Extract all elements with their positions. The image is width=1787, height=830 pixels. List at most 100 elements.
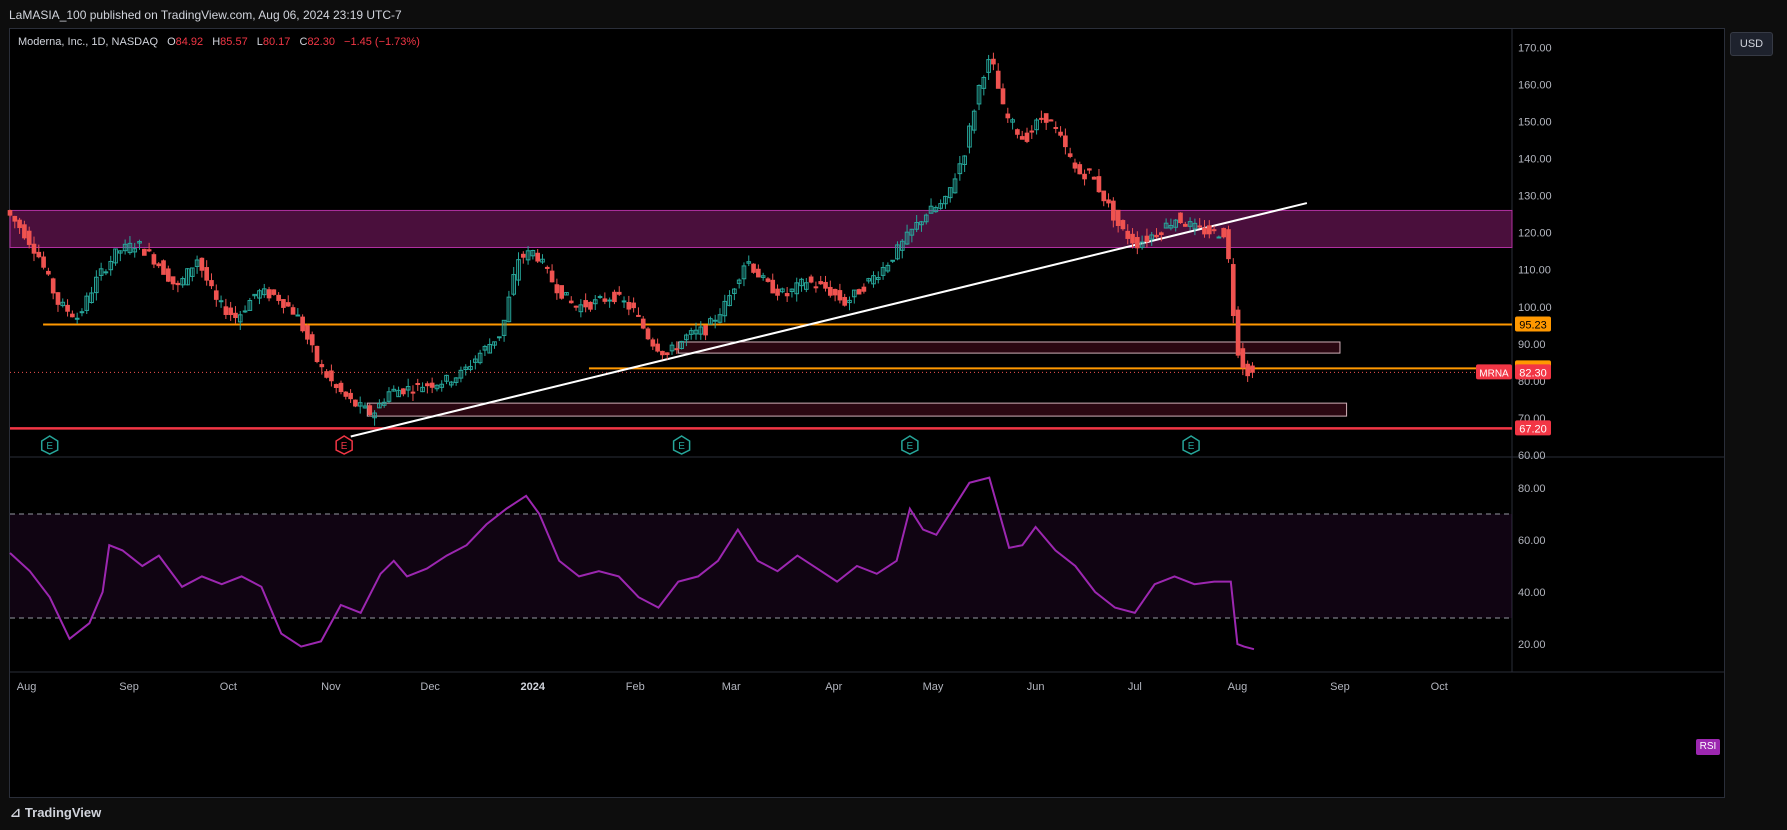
candle-body bbox=[381, 401, 387, 406]
candle-body bbox=[12, 215, 18, 222]
tradingview-logo-icon: ⊿ bbox=[10, 805, 21, 820]
candle-body bbox=[415, 383, 421, 386]
candle-body bbox=[386, 391, 392, 402]
candle-body bbox=[885, 264, 891, 272]
currency-button[interactable]: USD bbox=[1730, 32, 1773, 56]
candle-body bbox=[540, 258, 545, 263]
brand-logo[interactable]: ⊿ TradingView bbox=[10, 805, 105, 821]
candle-body bbox=[142, 248, 147, 256]
candle-body bbox=[756, 268, 761, 278]
supply-demand-zone bbox=[677, 341, 1341, 354]
candle-body bbox=[377, 403, 382, 409]
candle-body bbox=[703, 325, 708, 336]
candle-body bbox=[305, 325, 310, 340]
candle-body bbox=[425, 383, 430, 387]
earnings-marker bbox=[40, 435, 59, 455]
chart-panel[interactable] bbox=[9, 28, 1725, 798]
candle-body bbox=[525, 250, 531, 261]
candle-body bbox=[875, 277, 881, 280]
candle-body bbox=[919, 221, 924, 226]
candle-body bbox=[1192, 222, 1198, 230]
candle-body bbox=[967, 125, 972, 148]
candle-body bbox=[1005, 113, 1011, 119]
candle-body bbox=[46, 270, 51, 275]
candle-body bbox=[511, 274, 517, 295]
candle-body bbox=[1235, 309, 1241, 356]
time-tick-label: Sep bbox=[1330, 681, 1350, 693]
candle-body bbox=[866, 278, 872, 282]
candle-body bbox=[722, 300, 728, 317]
candle-body bbox=[477, 352, 483, 364]
candle-body bbox=[348, 392, 353, 400]
candle-body bbox=[55, 292, 61, 305]
candle-body bbox=[213, 290, 219, 300]
candle-body bbox=[151, 254, 157, 265]
candle-body bbox=[84, 295, 90, 311]
time-tick-label: Apr bbox=[825, 681, 842, 693]
candle-body bbox=[1115, 209, 1121, 227]
top-bar: LaMASIA_100 published on TradingView.com… bbox=[0, 0, 1787, 28]
candle-body bbox=[261, 288, 267, 296]
candle-body bbox=[228, 307, 233, 316]
candle-body bbox=[333, 384, 339, 389]
price-tick-label: 100.00 bbox=[1518, 302, 1552, 314]
candle-body bbox=[1024, 132, 1030, 142]
candle-body bbox=[271, 289, 277, 295]
candle-body bbox=[650, 339, 656, 347]
candle-body bbox=[199, 257, 205, 271]
candle-body bbox=[1149, 234, 1155, 240]
open-value: 84.92 bbox=[175, 36, 204, 48]
candle-body bbox=[602, 298, 608, 302]
candle-body bbox=[943, 195, 948, 205]
candle-body bbox=[194, 259, 200, 267]
candle-body bbox=[914, 221, 919, 230]
candle-body bbox=[957, 163, 963, 175]
close-label: C bbox=[299, 36, 308, 48]
candle-body bbox=[1178, 212, 1183, 224]
candle-body bbox=[827, 286, 833, 296]
symbol-legend: Moderna, Inc., 1D, NASDAQ O84.92 H85.57 … bbox=[18, 36, 420, 48]
earnings-marker bbox=[1182, 435, 1200, 455]
candle-body bbox=[1048, 119, 1054, 122]
candle-body bbox=[252, 293, 257, 297]
candle-body bbox=[22, 224, 27, 239]
candle-body bbox=[804, 282, 809, 290]
candle-body bbox=[588, 301, 593, 310]
candle-body bbox=[391, 388, 397, 392]
candle-body bbox=[554, 284, 560, 294]
candle-body bbox=[1072, 162, 1078, 169]
candle-body bbox=[410, 391, 416, 394]
candle-body bbox=[165, 268, 171, 282]
time-tick-label: Dec bbox=[420, 681, 440, 693]
candle-body bbox=[780, 288, 785, 293]
candle-body bbox=[1226, 229, 1231, 260]
time-tick-label: Oct bbox=[1431, 681, 1448, 693]
candle-body bbox=[439, 383, 445, 388]
time-tick-label: Aug bbox=[17, 681, 37, 693]
candle-body bbox=[784, 293, 790, 297]
time-tick-label: 2024 bbox=[520, 681, 545, 693]
time-tick-label: Oct bbox=[220, 681, 237, 693]
candle-body bbox=[257, 290, 262, 299]
candle-body bbox=[899, 240, 905, 251]
candle-body bbox=[1101, 190, 1107, 202]
rsi-band-fill bbox=[10, 514, 1512, 618]
candle-body bbox=[679, 340, 684, 349]
candle-body bbox=[329, 370, 334, 382]
candle-body bbox=[17, 219, 22, 229]
candle-body bbox=[640, 318, 646, 329]
rsi-label: RSI bbox=[1696, 739, 1720, 755]
candle-body bbox=[597, 295, 603, 298]
candle-body bbox=[70, 313, 75, 318]
candle-body bbox=[1221, 227, 1226, 238]
candle-body bbox=[971, 110, 977, 131]
price-tick-label: 60.00 bbox=[1518, 450, 1546, 462]
earnings-marker-label: E bbox=[907, 441, 914, 452]
candle-body bbox=[290, 307, 296, 315]
candle-body bbox=[952, 178, 958, 194]
time-tick-label: Nov bbox=[321, 681, 341, 693]
time-tick-label: May bbox=[923, 681, 944, 693]
candle-body bbox=[122, 243, 128, 252]
candle-body bbox=[473, 358, 478, 363]
